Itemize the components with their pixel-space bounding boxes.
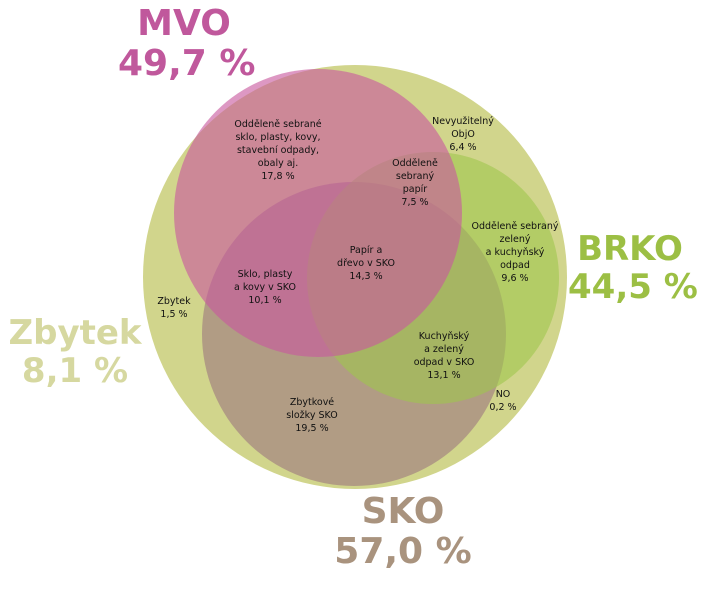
- region-nevyuzitelny-objo: Nevyužitelný ObjO 6,4 %: [418, 115, 508, 154]
- region-line: dřevo v SKO: [337, 258, 395, 269]
- region-mvo-separated: Odděleně sebrané sklo, plasty, kovy, sta…: [218, 118, 338, 183]
- region-line: složky SKO: [286, 410, 338, 421]
- mvo-name: MVO: [137, 3, 231, 44]
- region-paper-wood-sko: Papír a dřevo v SKO 14,3 %: [328, 244, 404, 283]
- sko-value: 57,0 %: [334, 531, 472, 573]
- region-line: NO: [495, 389, 511, 400]
- region-value: 0,2 %: [489, 402, 517, 413]
- region-line: Nevyužitelný: [432, 116, 494, 127]
- region-value: 17,8 %: [261, 171, 295, 182]
- region-line: Zbytek: [157, 296, 191, 307]
- region-line: odpad: [500, 260, 530, 271]
- region-line: sebraný: [395, 171, 435, 182]
- region-value: 10,1 %: [248, 295, 282, 306]
- region-line: Odděleně sebrané: [234, 119, 322, 130]
- mvo-circle: [174, 69, 462, 357]
- region-line: obaly aj.: [257, 158, 299, 169]
- region-value: 13,1 %: [427, 370, 461, 381]
- zbytek-name: Zbytek: [8, 313, 142, 353]
- region-line: Odděleně: [392, 158, 438, 169]
- region-line: ObjO: [451, 129, 475, 140]
- region-no: NO 0,2 %: [486, 388, 520, 414]
- region-green-separated: Odděleně sebraný zelený a kuchyňský odpa…: [462, 220, 568, 285]
- region-line: Papír a: [349, 245, 383, 256]
- zbytek-value: 8,1 %: [21, 351, 129, 392]
- mvo-value: 49,7 %: [118, 43, 256, 85]
- region-line: papír: [402, 184, 428, 195]
- region-value: 6,4 %: [449, 142, 477, 153]
- region-line: odpad v SKO: [413, 357, 475, 368]
- zbytek-set-label: Zbytek 8,1 %: [8, 314, 142, 390]
- region-value: 19,5 %: [295, 423, 329, 434]
- region-glass-plastic-sko: Sklo, plasty a kovy v SKO 10,1 %: [225, 268, 305, 307]
- region-line: zelený: [499, 234, 531, 245]
- region-line: a kuchyňský: [485, 247, 545, 258]
- region-kitchen-green-sko: Kuchyňský a zelený odpad v SKO 13,1 %: [402, 330, 486, 382]
- brko-value: 44,5 %: [568, 267, 698, 308]
- region-line: a kovy v SKO: [234, 282, 296, 293]
- region-rest-sko: Zbytkové složky SKO 19,5 %: [277, 396, 347, 435]
- region-line: Zbytkové: [289, 397, 335, 408]
- region-zbytek: Zbytek 1,5 %: [150, 295, 198, 321]
- sko-name: SKO: [361, 491, 445, 532]
- brko-name: BRKO: [577, 229, 683, 269]
- region-value: 7,5 %: [401, 197, 429, 208]
- region-line: stavební odpady,: [236, 145, 320, 156]
- mvo-set-label: MVO 49,7 %: [118, 3, 256, 85]
- region-line: Kuchyňský: [418, 331, 470, 342]
- brko-set-label: BRKO 44,5 %: [568, 229, 698, 308]
- region-line: Odděleně sebraný: [471, 221, 559, 232]
- region-value: 9,6 %: [501, 273, 529, 284]
- region-line: Sklo, plasty: [237, 269, 293, 280]
- region-value: 1,5 %: [160, 309, 188, 320]
- sko-set-label: SKO 57,0 %: [328, 491, 478, 573]
- region-paper-separated: Odděleně sebraný papír 7,5 %: [385, 157, 445, 209]
- region-line: a zelený: [424, 344, 464, 355]
- region-line: sklo, plasty, kovy,: [235, 132, 321, 143]
- region-value: 14,3 %: [349, 271, 383, 282]
